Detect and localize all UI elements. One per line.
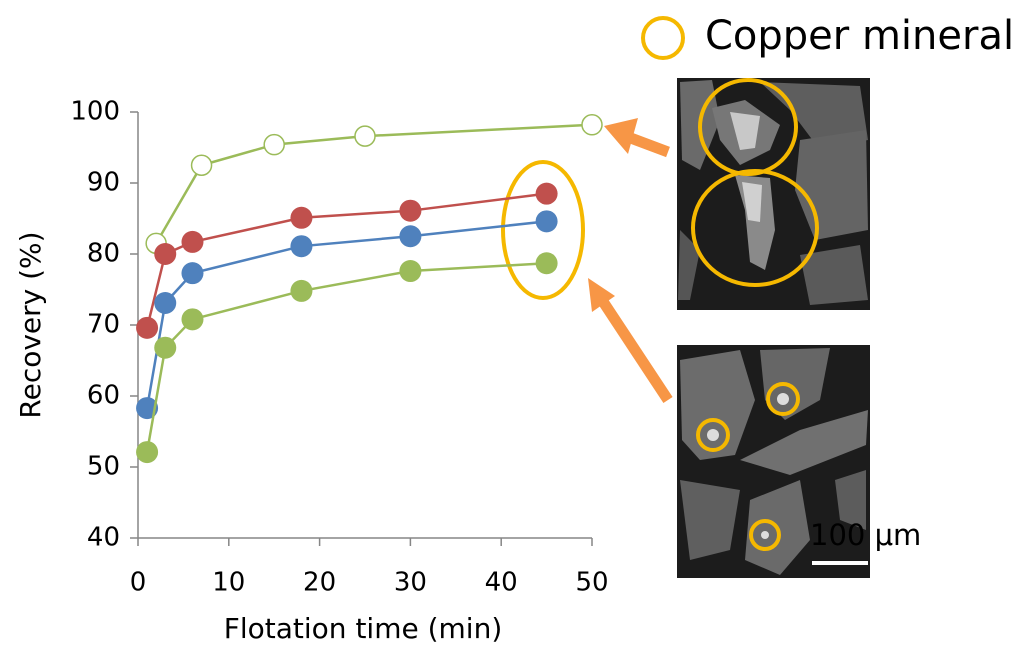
x-axis-title: Flotation time (min) xyxy=(224,612,503,645)
series-line xyxy=(147,263,547,452)
y-axis-title: Recovery (%) xyxy=(14,231,47,418)
y-tick-label: 100 xyxy=(70,97,120,127)
data-point xyxy=(154,243,176,265)
x-tick-label: 30 xyxy=(394,568,427,598)
x-tick-label: 20 xyxy=(303,568,336,598)
data-point xyxy=(154,292,176,314)
data-point xyxy=(290,207,312,229)
data-point xyxy=(264,135,284,155)
data-point xyxy=(136,441,158,463)
data-point xyxy=(290,235,312,257)
data-point xyxy=(536,252,558,274)
x-tick-label: 50 xyxy=(575,568,608,598)
data-point xyxy=(536,210,558,232)
y-tick-label: 90 xyxy=(87,168,120,198)
data-point xyxy=(399,200,421,222)
x-tick-label: 0 xyxy=(130,568,147,598)
legend-label: Copper mineral xyxy=(705,13,1011,59)
data-point xyxy=(355,126,375,146)
data-point xyxy=(136,317,158,339)
data-point xyxy=(399,260,421,282)
y-tick-label: 60 xyxy=(87,381,120,411)
data-point xyxy=(181,231,203,253)
data-point xyxy=(192,155,212,175)
data-point xyxy=(399,225,421,247)
y-tick-label: 40 xyxy=(87,523,120,553)
chart: 100 μm Copper mineral Flotation time (mi… xyxy=(0,0,1011,648)
data-point xyxy=(290,280,312,302)
series-line xyxy=(147,194,547,328)
x-tick-label: 10 xyxy=(212,568,245,598)
x-tick-label: 40 xyxy=(485,568,518,598)
data-point xyxy=(536,183,558,205)
data-point xyxy=(154,337,176,359)
series-line xyxy=(156,125,592,244)
data-point xyxy=(181,262,203,284)
y-tick-label: 80 xyxy=(87,239,120,269)
data-point xyxy=(582,115,602,135)
scale-bar-label: 100 μm xyxy=(810,518,921,552)
y-tick-label: 70 xyxy=(87,310,120,340)
arrows xyxy=(588,118,668,400)
y-tick-label: 50 xyxy=(87,452,120,482)
data-point xyxy=(181,308,203,330)
